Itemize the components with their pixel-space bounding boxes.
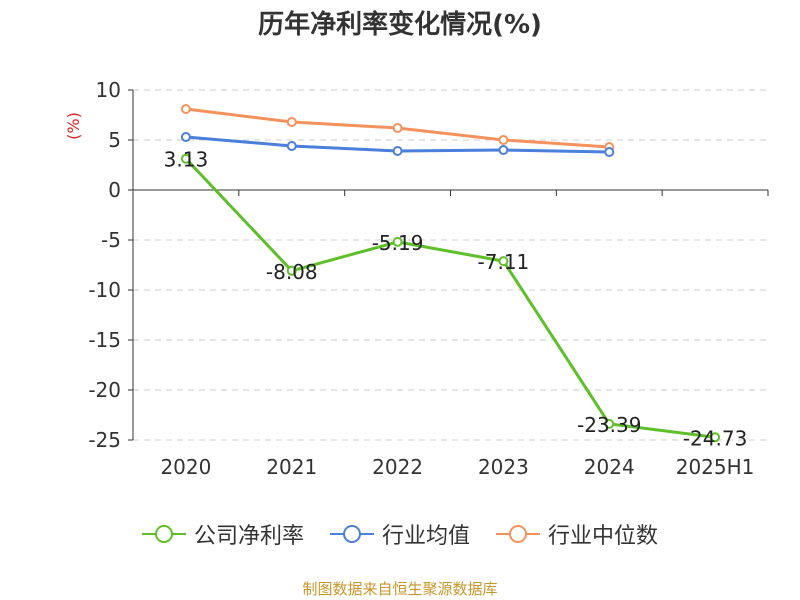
- series-layer: [180, 104, 721, 443]
- series-point-0: [498, 256, 509, 267]
- legend-item-industry-average[interactable]: 行业均值: [329, 518, 470, 550]
- data-label: -23.39: [577, 413, 641, 437]
- y-tick-label: -5: [101, 228, 121, 252]
- y-tick-label: 5: [108, 128, 121, 152]
- series-point-2: [180, 104, 191, 114]
- legend-label-average: 行业均值: [381, 524, 470, 549]
- x-tick-label: 2022: [372, 455, 423, 479]
- series-point-1: [604, 147, 615, 157]
- series-point-1: [180, 132, 191, 142]
- data-label: 3.13: [164, 148, 209, 172]
- y-tick-label: -25: [88, 428, 121, 452]
- series-point-0: [286, 265, 297, 276]
- series-point-1: [286, 141, 297, 151]
- series-point-1: [498, 145, 509, 155]
- y-tick-label: 0: [108, 178, 121, 202]
- series-point-0: [180, 153, 191, 164]
- series-line-0: [184, 157, 716, 439]
- legend: 公司净利率 行业均值 行业中位数: [0, 518, 800, 550]
- x-tick-label: 2020: [160, 455, 211, 479]
- data-label-layer: 3.13 -8.08 -5.19 -7.11 -23.39 -24.73: [164, 148, 748, 451]
- data-label: -8.08: [266, 260, 318, 284]
- y-tick-label: -10: [88, 278, 121, 302]
- series-point-1: [392, 146, 403, 156]
- legend-item-company-net-margin[interactable]: 公司净利率: [141, 518, 304, 550]
- legend-label-company: 公司净利率: [193, 524, 304, 549]
- x-tick-label: 2025H1: [676, 455, 755, 479]
- x-tick-label: 2021: [266, 455, 317, 479]
- series-point-2: [498, 135, 509, 145]
- legend-item-industry-median[interactable]: 行业中位数: [496, 518, 658, 550]
- series-point-2: [392, 123, 403, 133]
- chart-title: 历年净利率变化情况(%): [258, 10, 542, 40]
- axis-layer: 10 5 0 -5 -10 -15 -20 -25 (%) 2020 2021 2022 2023 202…: [64, 78, 769, 479]
- legend-marker-average-icon: [329, 525, 374, 543]
- source-note: 制图数据来自恒生聚源数据库: [302, 580, 498, 598]
- y-tick-label: 10: [96, 78, 121, 102]
- y-axis-label: (%): [64, 112, 83, 140]
- data-label: -5.19: [372, 231, 424, 255]
- series-point-0: [392, 236, 403, 247]
- y-tick-label: -20: [88, 378, 121, 402]
- x-tick-label: 2023: [478, 455, 529, 479]
- legend-marker-company-icon: [141, 525, 186, 543]
- legend-marker-median-icon: [496, 525, 540, 543]
- x-tick-label: 2024: [584, 455, 635, 479]
- data-label: -24.73: [683, 426, 747, 450]
- legend-label-median: 行业中位数: [548, 524, 659, 549]
- data-label: -7.11: [478, 250, 530, 274]
- series-point-0: [604, 418, 615, 429]
- series-point-2: [286, 117, 297, 127]
- grid-layer: [133, 89, 768, 441]
- series-point-0: [710, 432, 721, 443]
- y-tick-label: -15: [88, 328, 121, 352]
